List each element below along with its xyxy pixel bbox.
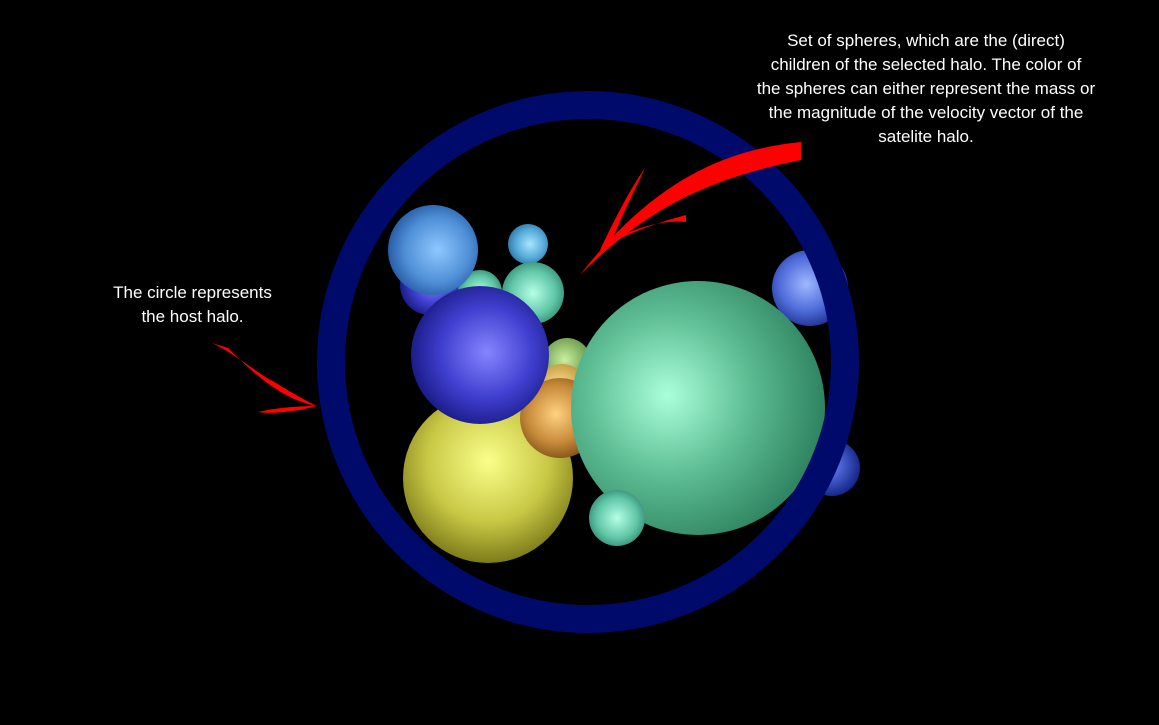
satellite-sphere: [508, 224, 548, 264]
satellite-sphere: [589, 490, 645, 546]
children-annotation: Set of spheres, which are the (direct) c…: [756, 31, 1096, 146]
host-halo-annotation: The circle represents the host halo.: [113, 283, 272, 326]
satellite-sphere: [571, 281, 825, 535]
satellite-sphere: [411, 286, 549, 424]
satellite-sphere: [388, 205, 478, 295]
arrow-to-host-ring: [212, 343, 317, 413]
arrow-to-spheres: [580, 142, 801, 275]
host-halo-ring: [317, 91, 859, 633]
